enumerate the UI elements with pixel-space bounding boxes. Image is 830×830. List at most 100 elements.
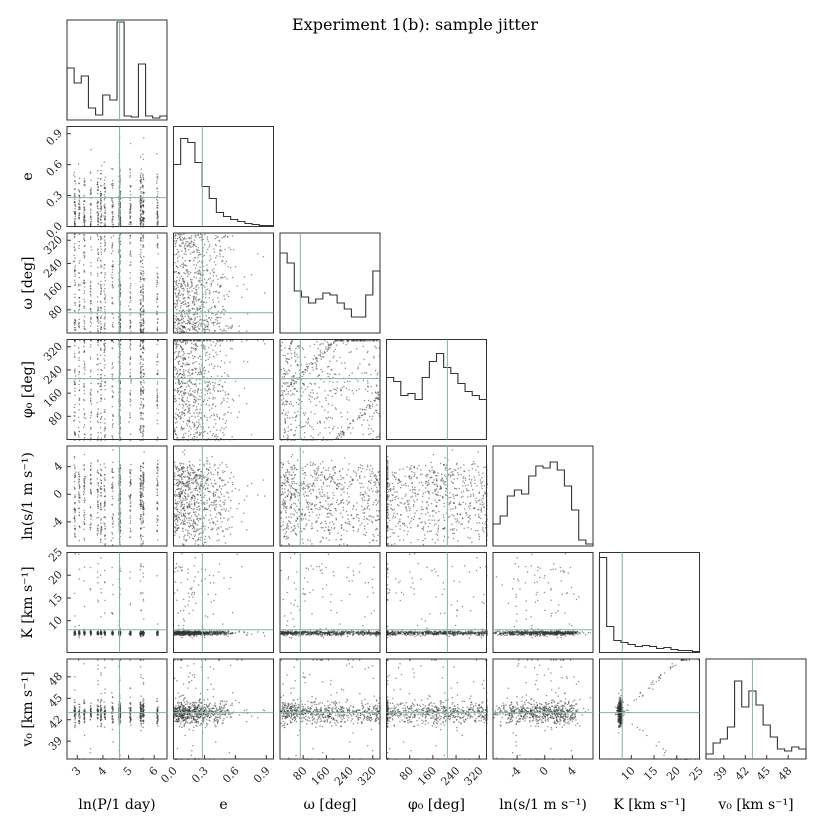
- sample-point: [225, 330, 227, 332]
- sample-point: [202, 319, 204, 322]
- sample-point: [351, 340, 353, 342]
- sample-point: [142, 543, 144, 545]
- sample-point: [96, 205, 99, 207]
- sample-point: [111, 213, 114, 215]
- sample-point: [301, 375, 304, 378]
- sample-point: [100, 245, 102, 248]
- sample-point: [209, 383, 212, 385]
- sample-point: [130, 321, 132, 323]
- sample-point: [193, 433, 195, 435]
- sample-point: [177, 439, 179, 441]
- sample-point: [118, 252, 120, 254]
- sample-point: [74, 265, 76, 267]
- sample-point: [157, 293, 159, 295]
- sample-point: [361, 340, 363, 342]
- sample-point: [193, 343, 195, 346]
- sample-point: [142, 185, 144, 188]
- sample-point: [193, 319, 195, 321]
- sample-point: [186, 328, 188, 331]
- sample-point: [207, 324, 209, 326]
- sample-point: [97, 275, 99, 277]
- sample-point: [213, 268, 215, 270]
- sample-point: [223, 439, 225, 441]
- sample-point: [181, 242, 183, 244]
- sample-point: [73, 193, 76, 195]
- sample-point: [183, 238, 185, 240]
- sample-point: [181, 330, 183, 332]
- sample-point: [112, 439, 114, 441]
- sample-point: [290, 403, 292, 405]
- sample-point: [157, 519, 159, 521]
- sample-point: [112, 523, 114, 525]
- sample-point: [194, 318, 196, 320]
- sample-point: [129, 292, 132, 294]
- sample-point: [346, 396, 348, 398]
- sample-point: [97, 408, 99, 410]
- sample-point: [142, 495, 144, 497]
- sample-point: [333, 350, 335, 353]
- sample-point: [111, 168, 113, 170]
- sample-point: [282, 376, 284, 378]
- sample-point: [194, 401, 196, 404]
- sample-point: [101, 238, 103, 240]
- sample-point: [100, 502, 102, 504]
- sample-point: [119, 343, 122, 346]
- sample-point: [100, 347, 102, 350]
- sample-point: [193, 308, 195, 310]
- sample-point: [187, 301, 189, 304]
- sample-point: [196, 412, 198, 414]
- sample-point: [202, 344, 204, 346]
- sample-point: [230, 327, 232, 330]
- sample-point: [174, 322, 176, 324]
- sample-point: [345, 387, 348, 389]
- sample-point: [195, 236, 197, 238]
- sample-point: [191, 369, 193, 371]
- sample-point: [368, 364, 371, 366]
- sample-point: [284, 419, 286, 421]
- sample-point: [287, 417, 289, 419]
- sample-point: [283, 435, 285, 438]
- sample-point: [83, 413, 86, 415]
- sample-point: [188, 242, 190, 244]
- sample-point: [142, 486, 144, 488]
- sample-point: [364, 413, 366, 415]
- sample-point: [100, 439, 102, 441]
- sample-point: [184, 247, 187, 249]
- y-tick-label: 0: [51, 487, 65, 501]
- sample-point: [193, 251, 195, 254]
- sample-point: [190, 347, 193, 349]
- sample-point: [103, 358, 105, 360]
- sample-point: [222, 260, 224, 262]
- sample-point: [221, 330, 223, 332]
- sample-point: [112, 250, 114, 252]
- sample-point: [139, 483, 141, 485]
- sample-point: [319, 344, 321, 346]
- sample-point: [205, 403, 207, 405]
- sample-point: [142, 201, 144, 204]
- sample-point: [362, 379, 364, 382]
- sample-point: [139, 188, 141, 191]
- sample-point: [79, 304, 81, 306]
- sample-point: [199, 340, 202, 342]
- sample-point: [78, 436, 80, 438]
- sample-point: [130, 484, 132, 486]
- sample-point: [177, 331, 179, 333]
- sample-point: [90, 358, 92, 360]
- sample-point: [199, 315, 201, 318]
- sample-point: [142, 259, 144, 261]
- sample-point: [118, 285, 120, 287]
- sample-point: [104, 241, 106, 243]
- sample-point: [74, 293, 76, 295]
- sample-point: [78, 351, 80, 353]
- sample-point: [203, 431, 205, 433]
- sample-point: [142, 236, 145, 238]
- sample-point: [103, 199, 105, 201]
- sample-point: [74, 319, 76, 321]
- sample-point: [369, 433, 372, 435]
- sample-point: [359, 340, 361, 342]
- sample-point: [78, 202, 80, 205]
- sample-point: [186, 399, 188, 402]
- sample-point: [157, 439, 159, 441]
- sample-point: [90, 466, 92, 468]
- sample-point: [111, 424, 114, 426]
